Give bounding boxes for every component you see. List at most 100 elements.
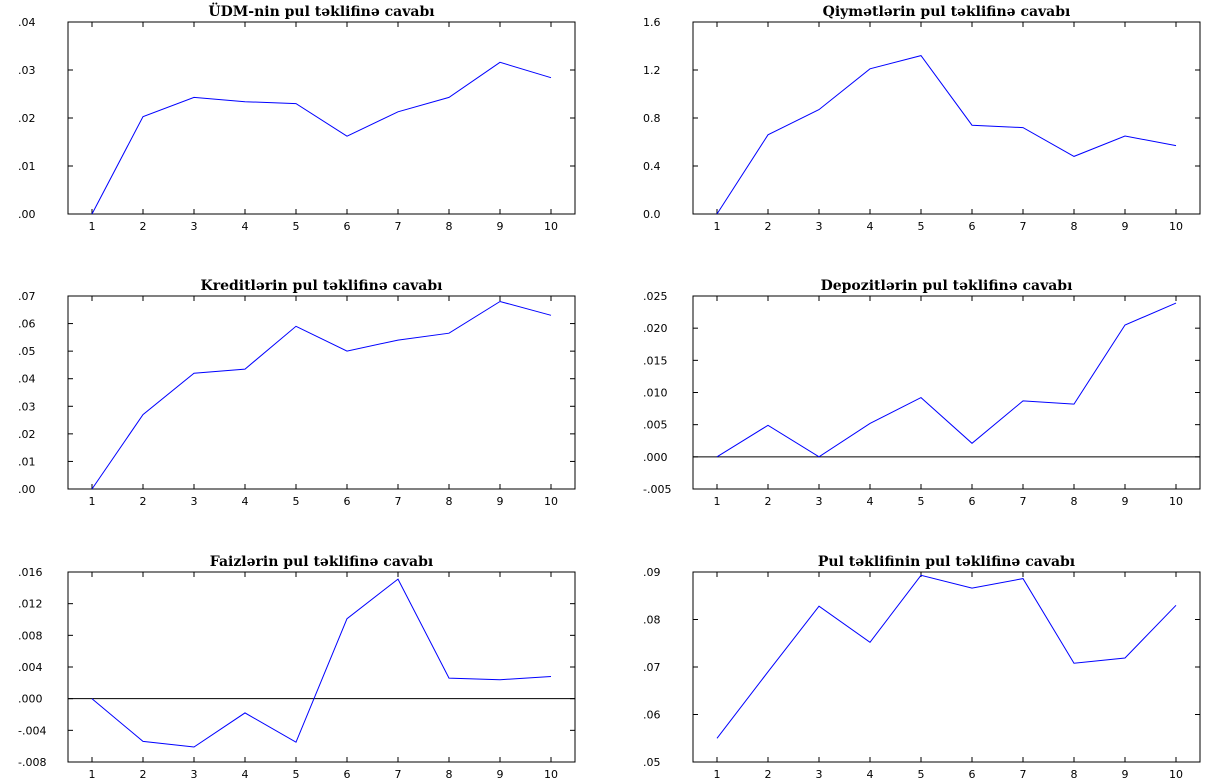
y-tick-label: .008 xyxy=(18,629,43,642)
x-tick-label: 2 xyxy=(765,220,772,233)
chart-title: Faizlərin pul təklifinə cavabı xyxy=(210,554,433,570)
plot-frame xyxy=(67,21,576,215)
chart-panel-6: Pul təklifinin pul təklifinə cavabı .05 .0… xyxy=(643,554,1201,778)
x-tick-label: 2 xyxy=(140,220,147,233)
x-tick-label: 3 xyxy=(191,768,198,778)
x-tick-label: 8 xyxy=(446,220,453,233)
x-tick-label: 8 xyxy=(446,768,453,778)
x-tick-label: 4 xyxy=(242,220,249,233)
x-tick-label: 10 xyxy=(544,768,558,778)
x-tick-label: 6 xyxy=(969,768,976,778)
x-tick-label: 8 xyxy=(1071,768,1078,778)
x-tick-label: 9 xyxy=(497,495,504,508)
series-line xyxy=(716,302,1177,458)
chart-panel-3: Kreditlərin pul təklifinə cavabı .00 .01 .0… xyxy=(18,278,576,508)
x-tick-label: 7 xyxy=(1020,220,1027,233)
plot-frame xyxy=(692,571,1201,763)
y-tick-label: .004 xyxy=(18,661,43,674)
y-tick-label: .000 xyxy=(18,693,43,706)
chart-panel-5: Faizlərin pul təklifinə cavabı -.008 -.004… xyxy=(18,554,576,778)
x-tick-label: 6 xyxy=(969,495,976,508)
x-tick-label: 3 xyxy=(816,495,823,508)
y-tick-label: .05 xyxy=(643,756,661,769)
x-tick-label: 9 xyxy=(497,220,504,233)
x-tick-label: 1 xyxy=(714,220,721,233)
x-tick-label: 5 xyxy=(293,768,300,778)
chart-title: Kreditlərin pul təklifinə cavabı xyxy=(201,278,443,294)
y-tick-label: .025 xyxy=(643,290,668,303)
y-tick-label: .05 xyxy=(18,345,36,358)
x-tick-label: 1 xyxy=(89,495,96,508)
y-tick-label: .09 xyxy=(643,566,661,579)
x-tick-label: 8 xyxy=(1071,495,1078,508)
x-tick-label: 4 xyxy=(867,495,874,508)
y-tick-label: .00 xyxy=(18,208,36,221)
chart-panel-2: Qiymətlərin pul təklifinə cavabı 0.0 0.4 0.… xyxy=(643,4,1201,233)
series-line xyxy=(91,300,552,490)
chart-title: Pul təklifinin pul təklifinə cavabı xyxy=(818,554,1075,570)
plot-frame xyxy=(67,295,576,490)
x-tick-label: 7 xyxy=(395,495,402,508)
x-tick-label: 10 xyxy=(544,220,558,233)
x-tick-label: 6 xyxy=(344,495,351,508)
x-tick-label: 6 xyxy=(344,220,351,233)
y-tick-label: .07 xyxy=(18,290,36,303)
series-line xyxy=(716,55,1177,215)
x-tick-label: 5 xyxy=(918,220,925,233)
plot-frame xyxy=(692,21,1201,215)
x-tick-label: 1 xyxy=(714,495,721,508)
y-tick-label: .07 xyxy=(643,661,661,674)
y-tick-label: .016 xyxy=(18,566,43,579)
y-tick-label: .03 xyxy=(18,400,36,413)
plot-frame xyxy=(692,295,1201,490)
x-tick-label: 9 xyxy=(1122,768,1129,778)
y-tick-label: .005 xyxy=(643,419,668,432)
y-tick-label: .04 xyxy=(18,16,36,29)
x-tick-label: 6 xyxy=(344,768,351,778)
y-tick-label: .02 xyxy=(18,428,36,441)
chart-panel-4: Depozitlərin pul təklifinə cavabı -.005 .0… xyxy=(643,278,1201,508)
x-tick-label: 7 xyxy=(395,220,402,233)
x-tick-label: 8 xyxy=(446,495,453,508)
y-tick-label: .03 xyxy=(18,64,36,77)
y-tick-label: .015 xyxy=(643,354,668,367)
x-tick-label: 2 xyxy=(140,495,147,508)
chart-panel-1: ÜDM-nin pul təklifinə cavabı .00 .01 .02 .03… xyxy=(18,1,576,233)
y-tick-label: 1.6 xyxy=(643,16,661,29)
y-tick-label: -.008 xyxy=(18,756,46,769)
x-tick-label: 9 xyxy=(1122,220,1129,233)
y-tick-label: .00 xyxy=(18,483,36,496)
y-tick-label: .020 xyxy=(643,322,668,335)
y-tick-label: -.005 xyxy=(643,483,671,496)
x-tick-label: 1 xyxy=(89,220,96,233)
y-tick-label: .000 xyxy=(643,451,668,464)
y-tick-label: .010 xyxy=(643,387,668,400)
x-tick-label: 3 xyxy=(191,220,198,233)
y-tick-label: -.004 xyxy=(18,724,46,737)
x-tick-label: 7 xyxy=(395,768,402,778)
x-tick-label: 7 xyxy=(1020,768,1027,778)
y-tick-label: 0.8 xyxy=(643,112,661,125)
x-tick-label: 10 xyxy=(544,495,558,508)
x-tick-label: 5 xyxy=(918,768,925,778)
y-tick-label: .01 xyxy=(18,455,36,468)
x-tick-label: 8 xyxy=(1071,220,1078,233)
x-tick-label: 2 xyxy=(140,768,147,778)
y-tick-label: 1.2 xyxy=(643,64,661,77)
x-tick-label: 9 xyxy=(1122,495,1129,508)
chart-title: ÜDM-nin pul təklifinə cavabı xyxy=(208,1,434,20)
y-tick-label: .01 xyxy=(18,160,36,173)
x-tick-label: 7 xyxy=(1020,495,1027,508)
y-tick-label: 0.0 xyxy=(643,208,661,221)
x-tick-label: 4 xyxy=(867,768,874,778)
plot-frame xyxy=(67,571,576,763)
x-tick-label: 1 xyxy=(89,768,96,778)
x-tick-label: 9 xyxy=(497,768,504,778)
x-tick-label: 3 xyxy=(816,768,823,778)
series-line xyxy=(91,578,552,748)
y-tick-label: .08 xyxy=(643,614,661,627)
series-line xyxy=(716,574,1177,739)
chart-title: Depozitlərin pul təklifinə cavabı xyxy=(821,278,1073,294)
x-tick-label: 2 xyxy=(765,768,772,778)
series-line xyxy=(91,61,552,215)
